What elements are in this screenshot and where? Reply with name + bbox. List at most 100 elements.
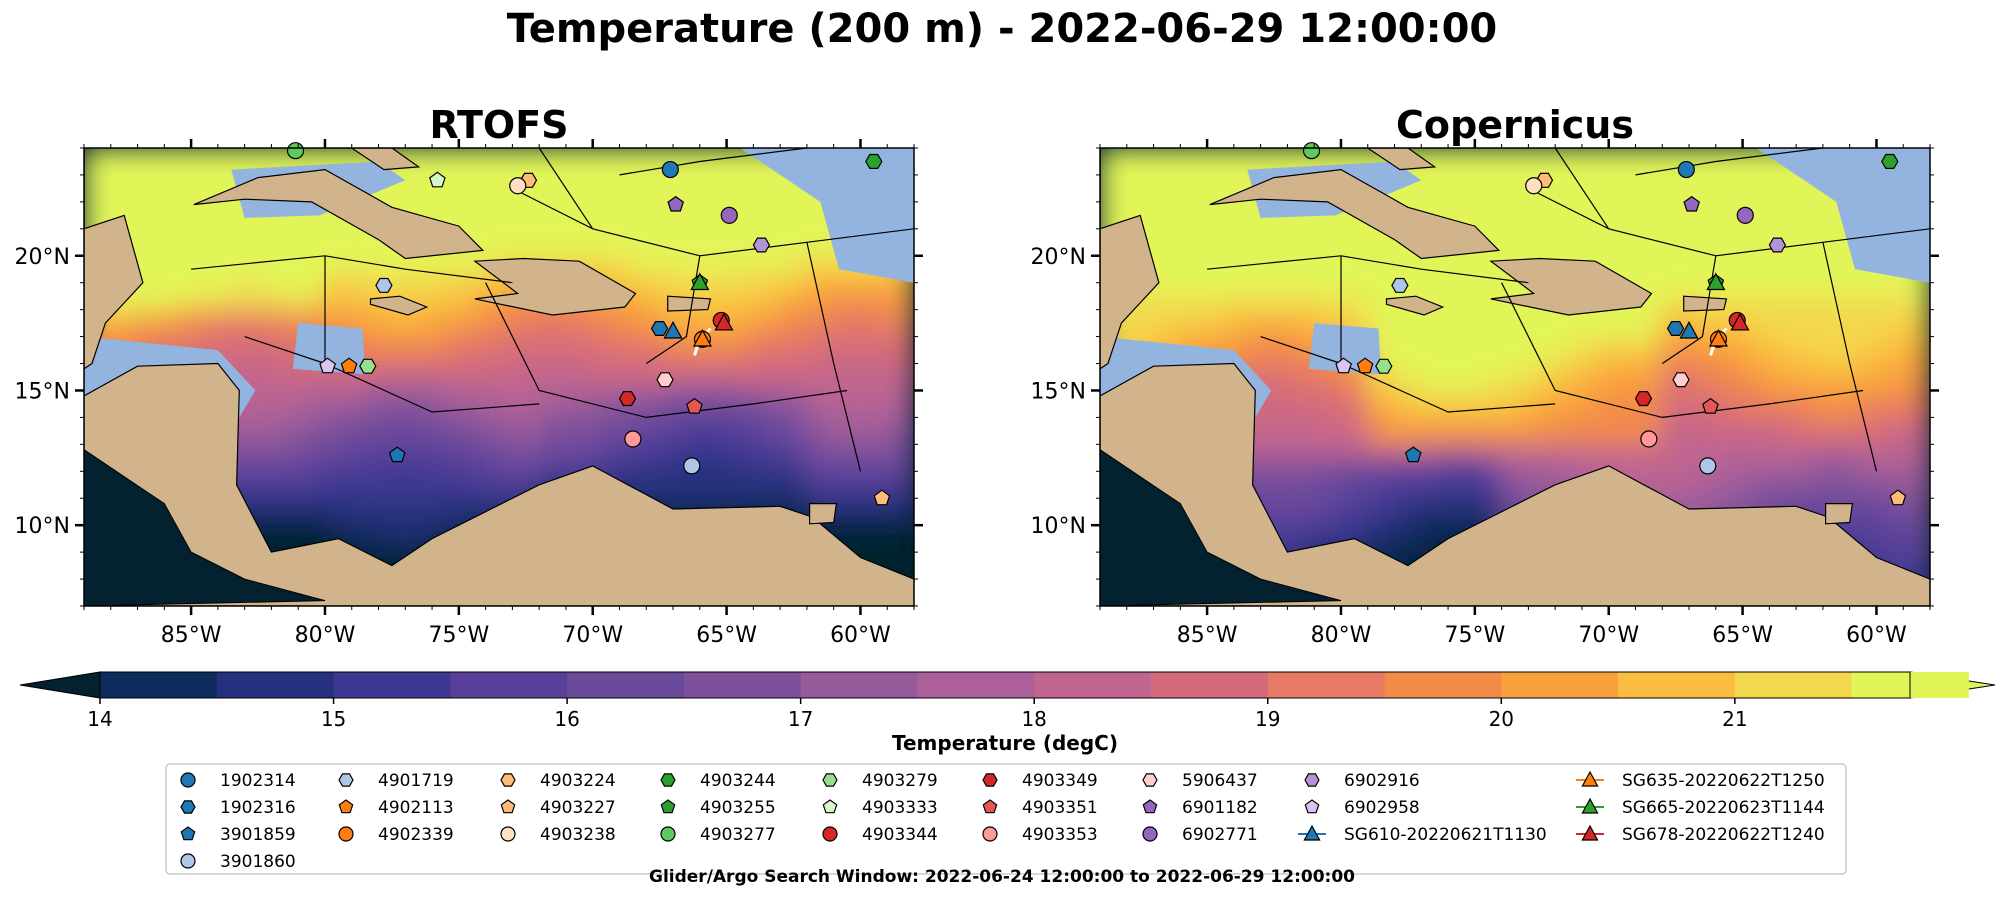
temperature-cell (323, 268, 340, 284)
temperature-cell (1366, 281, 1383, 298)
temperature-cell (257, 497, 273, 513)
temperature-cell (364, 268, 380, 284)
temperature-cell (484, 456, 500, 473)
temperature-cell (1795, 349, 1811, 365)
temperature-cell (1487, 281, 1503, 298)
temperature-cell (631, 200, 648, 217)
temperature-cell (872, 281, 889, 298)
temperature-cell (1768, 160, 1784, 176)
temperature-cell (1621, 308, 1637, 325)
temperature-cell (1808, 254, 1824, 271)
temperature-cell (1326, 227, 1342, 244)
temperature-cell (149, 148, 166, 163)
temperature-cell (645, 429, 661, 446)
temperature-cell (1447, 308, 1463, 325)
temperature-cell (538, 214, 554, 230)
temperature-cell (1795, 200, 1811, 217)
temperature-cell (1339, 241, 1356, 257)
temperature-cell (123, 322, 139, 338)
temperature-cell (323, 295, 340, 311)
temperature-cell (1500, 308, 1516, 325)
temperature-cell (1125, 160, 1142, 176)
temperature-cell (618, 214, 634, 230)
temperature-cell (752, 322, 768, 338)
temperature-cell (1353, 510, 1369, 527)
marker-1902316 (650, 321, 669, 336)
x-tick-label: 60°W (830, 623, 891, 648)
temperature-cell (1393, 510, 1409, 527)
temperature-cell (805, 376, 822, 392)
temperature-cell (1915, 510, 1930, 527)
temperature-cell (819, 322, 835, 338)
temperature-cell (1607, 362, 1624, 378)
temperature-cell (1875, 416, 1891, 432)
temperature-cell (1393, 443, 1409, 459)
temperature-cell (1447, 497, 1463, 513)
temperature-cell (216, 160, 233, 176)
temperature-cell (1567, 443, 1583, 459)
temperature-cell (899, 322, 914, 338)
copernicus-panel-title: Copernicus (1396, 103, 1634, 147)
temperature-cell (672, 470, 688, 486)
temperature-cell (1353, 402, 1369, 419)
temperature-cell (1353, 254, 1369, 271)
temperature-cell (176, 227, 193, 244)
temperature-cell (538, 416, 554, 432)
temperature-cell (1741, 148, 1757, 163)
temperature-cell (1299, 254, 1316, 271)
temperature-cell (1125, 322, 1142, 338)
temperature-cell (819, 241, 835, 257)
temperature-cell (257, 429, 273, 446)
temperature-cell (1714, 470, 1731, 486)
temperature-cell (1125, 173, 1142, 190)
temperature-cell (672, 443, 688, 459)
temperature-cell (1674, 241, 1691, 257)
marker-4903227 (1889, 489, 1907, 506)
temperature-cell (1232, 227, 1249, 244)
marker-4903353 (624, 430, 642, 448)
legend-entry: 4903353 (982, 825, 1098, 845)
temperature-cell (1594, 200, 1610, 217)
legend-label: 6901182 (1182, 798, 1258, 818)
temperature-cell (551, 214, 567, 230)
legend-label: 4902113 (378, 798, 454, 818)
temperature-cell (1420, 416, 1436, 432)
temperature-cell (484, 148, 500, 163)
temperature-cell (738, 322, 755, 338)
temperature-cell (1353, 268, 1369, 284)
temperature-cell (1768, 362, 1784, 378)
temperature-cell (551, 349, 567, 365)
temperature-cell (564, 227, 581, 244)
temperature-cell (377, 524, 393, 540)
temperature-cell (149, 160, 166, 176)
temperature-cell (872, 295, 889, 311)
temperature-cell (243, 268, 260, 284)
temperature-cell (1353, 456, 1369, 473)
temperature-cell (1139, 160, 1155, 176)
temperature-cell (1862, 335, 1878, 352)
temperature-cell (1621, 335, 1637, 352)
temperature-cell (725, 429, 741, 446)
temperature-cell (136, 322, 152, 338)
temperature-cell (645, 416, 661, 432)
temperature-cell (1554, 456, 1570, 473)
temperature-cell (1447, 443, 1463, 459)
temperature-cell (1634, 443, 1650, 459)
marker-6901182 (1683, 195, 1701, 212)
temperature-cell (712, 443, 728, 459)
temperature-cell (564, 349, 581, 365)
temperature-cell (752, 429, 768, 446)
temperature-cell (725, 160, 741, 176)
temperature-cell (1661, 227, 1677, 244)
temperature-cell (886, 402, 902, 419)
temperature-cell (631, 456, 648, 473)
temperature-cell (1835, 295, 1851, 311)
temperature-cell (1514, 322, 1530, 338)
temperature-cell (605, 456, 621, 473)
temperature-cell (712, 295, 728, 311)
temperature-cell (1433, 160, 1450, 176)
temperature-cell (779, 376, 795, 392)
marker-4902113 (1356, 357, 1374, 374)
marker-6902916 (1768, 237, 1787, 253)
rtofs-panel: RTOFS 85°W 80°W 75°W 70°W 65°W 60°W10°N15°N20… (15, 103, 923, 648)
